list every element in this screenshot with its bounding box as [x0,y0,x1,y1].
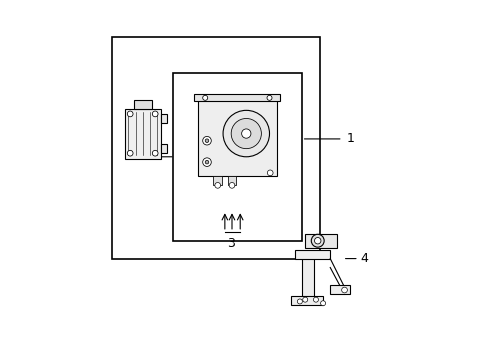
Circle shape [311,234,324,247]
Circle shape [205,160,208,164]
Bar [294,249,329,258]
Circle shape [313,297,318,302]
Circle shape [214,183,220,188]
Bar [305,234,337,248]
Circle shape [203,95,207,100]
Bar [124,109,160,158]
Circle shape [127,111,133,117]
Circle shape [203,136,211,145]
Circle shape [127,150,133,156]
Bar [160,144,166,153]
Bar [173,73,301,241]
Text: 1: 1 [346,132,353,145]
Bar [329,285,349,294]
Bar [160,114,166,123]
Bar [134,100,151,109]
Bar [198,98,276,176]
Circle shape [241,129,250,138]
Circle shape [229,183,234,188]
Circle shape [203,158,211,166]
Circle shape [267,170,272,176]
Text: 4: 4 [360,252,368,265]
Circle shape [231,118,261,149]
Circle shape [152,111,158,117]
Circle shape [341,287,346,293]
Bar [213,176,222,185]
Text: 3: 3 [227,237,235,250]
Bar [194,94,280,102]
Circle shape [297,299,302,304]
Bar [227,176,236,185]
Circle shape [314,238,320,244]
Circle shape [223,111,269,157]
Circle shape [152,150,158,156]
Bar [112,37,319,258]
Circle shape [266,95,271,100]
Text: 2: 2 [138,150,146,163]
Circle shape [205,139,208,143]
Circle shape [320,301,325,306]
Bar [301,251,313,298]
Bar [290,296,323,305]
Circle shape [302,297,307,302]
